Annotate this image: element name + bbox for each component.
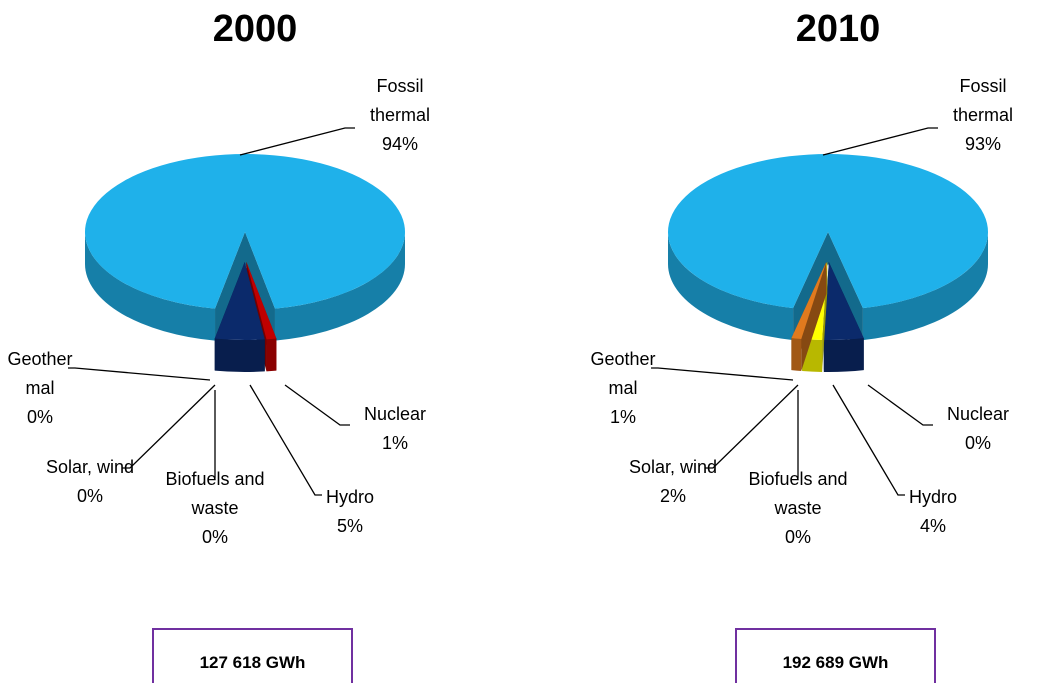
- value-label: 2%: [659, 486, 686, 506]
- category-label: Biofuels and waste: [165, 469, 265, 518]
- slice-label: Geothermal 1%: [583, 345, 663, 432]
- slice: [84, 154, 405, 309]
- slice-label: Solar, wind 0%: [40, 453, 140, 511]
- slice-label: Fossil thermal 94%: [350, 72, 450, 159]
- leader-line: [705, 384, 799, 469]
- total-box: 192 689 GWh: [735, 628, 936, 683]
- value-label: 0%: [784, 527, 811, 547]
- slice-side: [668, 232, 794, 341]
- leader-line: [651, 367, 794, 381]
- slice-label: Hydro 4%: [883, 483, 983, 541]
- category-label: Nuclear: [363, 404, 427, 424]
- slice-label: Fossil thermal 93%: [933, 72, 1033, 159]
- chart-title: 2010: [795, 8, 881, 50]
- value-label: 4%: [919, 516, 946, 536]
- leader-line: [249, 384, 322, 496]
- slice-label: Nuclear 0%: [923, 400, 1033, 458]
- slice-label: Biofuels and waste 0%: [748, 465, 848, 552]
- category-label: Fossil thermal: [952, 76, 1014, 125]
- chart-title: 2000: [212, 8, 298, 50]
- slice-side: [791, 338, 802, 372]
- leader-line: [867, 384, 933, 426]
- category-label: Fossil thermal: [369, 76, 431, 125]
- slice-label: Nuclear 1%: [340, 400, 450, 458]
- slice-side: [823, 338, 864, 372]
- category-label: Hydro: [325, 487, 374, 507]
- value-label: 0%: [26, 407, 53, 427]
- category-label: Geothermal: [7, 349, 73, 398]
- category-label: Hydro: [908, 487, 957, 507]
- slice: [791, 262, 827, 340]
- slice-face: [828, 232, 863, 341]
- slice-face: [215, 232, 245, 341]
- leader-line: [822, 127, 938, 156]
- category-label: Solar, wind: [45, 457, 135, 477]
- leader-line: [122, 384, 216, 469]
- leader-line: [239, 127, 355, 156]
- value-label: 1%: [609, 407, 636, 427]
- value-label: 0%: [76, 486, 103, 506]
- slice-label: Hydro 5%: [300, 483, 400, 541]
- slice-side: [266, 338, 277, 372]
- leader-line: [68, 367, 211, 381]
- value-label: 94%: [381, 134, 419, 154]
- value-label: 0%: [964, 433, 991, 453]
- value-label: 5%: [336, 516, 363, 536]
- leader-line: [284, 384, 350, 426]
- slice-side: [274, 232, 405, 341]
- slice-face: [793, 232, 828, 341]
- slice-label: Solar, wind 2%: [623, 453, 723, 511]
- value-label: 1%: [381, 433, 408, 453]
- slice-side: [862, 232, 988, 341]
- slice-side: [214, 338, 265, 372]
- slice-face: [245, 232, 275, 341]
- value-label: 0%: [201, 527, 228, 547]
- slice: [246, 262, 277, 340]
- category-label: Geothermal: [590, 349, 656, 398]
- value-label: 93%: [964, 134, 1002, 154]
- slice-side: [85, 232, 216, 341]
- category-label: Biofuels and waste: [748, 469, 848, 518]
- total-box: 127 618 GWh: [152, 628, 353, 683]
- slice: [214, 262, 265, 340]
- slice-label: Biofuels and waste 0%: [165, 465, 265, 552]
- slice: [823, 262, 864, 340]
- category-label: Nuclear: [946, 404, 1010, 424]
- leader-line: [832, 384, 905, 496]
- category-label: Solar, wind: [628, 457, 718, 477]
- slice: [668, 153, 988, 309]
- slice-label: Geothermal 0%: [0, 345, 80, 432]
